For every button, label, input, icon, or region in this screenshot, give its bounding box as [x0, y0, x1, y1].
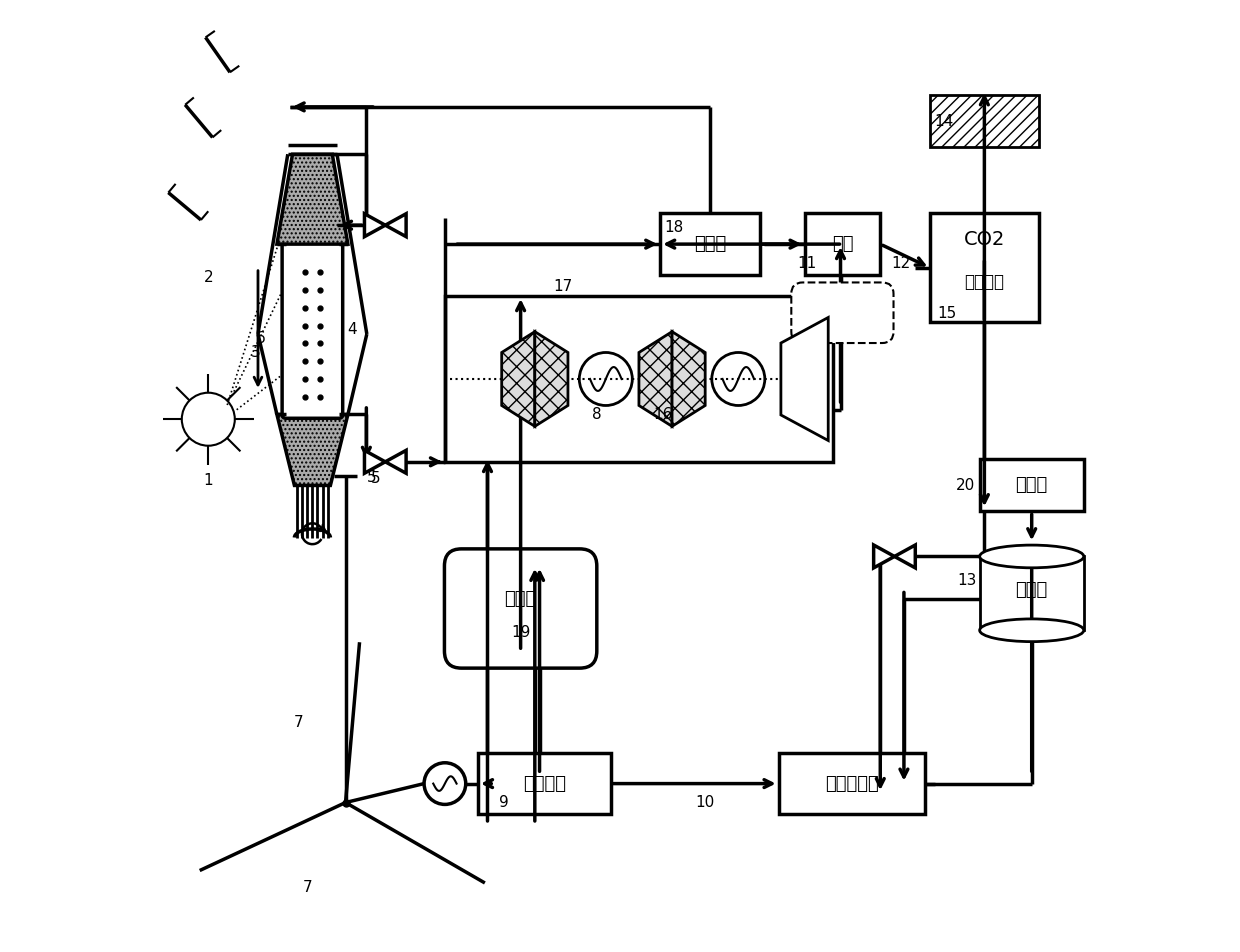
Bar: [445, 296, 833, 462]
Polygon shape: [502, 331, 534, 426]
Bar: [930, 213, 1039, 322]
Polygon shape: [365, 450, 386, 473]
Polygon shape: [534, 331, 568, 426]
Text: 天然气: 天然气: [1016, 476, 1048, 494]
Text: 13: 13: [957, 572, 977, 587]
Text: 5: 5: [367, 470, 377, 486]
Polygon shape: [894, 545, 915, 568]
Text: 储气柜: 储气柜: [1016, 581, 1048, 599]
Text: 2: 2: [203, 269, 213, 285]
Bar: [779, 753, 925, 814]
Bar: [980, 557, 1084, 630]
Polygon shape: [365, 214, 386, 237]
Text: 19: 19: [511, 625, 531, 640]
Text: 燃烧室: 燃烧室: [505, 590, 537, 608]
Ellipse shape: [980, 545, 1084, 567]
Bar: [805, 213, 880, 275]
Text: 合成气制备: 合成气制备: [825, 775, 879, 793]
Text: 16: 16: [653, 407, 672, 422]
Text: 7: 7: [303, 881, 312, 895]
Text: 15: 15: [937, 306, 956, 321]
Polygon shape: [672, 331, 706, 426]
Text: 11: 11: [797, 255, 816, 270]
Text: 回热器: 回热器: [694, 235, 727, 253]
Polygon shape: [639, 331, 672, 426]
Bar: [930, 95, 1039, 148]
Text: 4: 4: [347, 322, 357, 337]
Text: 8: 8: [591, 407, 601, 422]
Polygon shape: [781, 317, 828, 441]
Bar: [660, 213, 760, 275]
Bar: [980, 460, 1084, 511]
Text: 电解制氢: 电解制氢: [523, 775, 565, 793]
Text: 7: 7: [294, 715, 303, 729]
Text: CO2: CO2: [963, 229, 1006, 248]
Text: 12: 12: [892, 255, 910, 270]
FancyBboxPatch shape: [791, 283, 894, 343]
Polygon shape: [277, 414, 348, 486]
FancyBboxPatch shape: [283, 240, 342, 418]
Text: 14: 14: [934, 113, 954, 129]
Polygon shape: [277, 154, 348, 244]
Ellipse shape: [980, 619, 1084, 642]
Text: 6: 6: [255, 331, 265, 347]
Polygon shape: [874, 545, 894, 568]
Text: 汽水分离: 汽水分离: [965, 273, 1004, 291]
FancyBboxPatch shape: [444, 549, 596, 668]
Text: 17: 17: [553, 279, 573, 294]
Text: 5: 5: [371, 471, 381, 486]
Text: 3: 3: [250, 346, 260, 361]
Text: 1: 1: [203, 473, 213, 488]
Text: 20: 20: [956, 478, 975, 493]
Bar: [479, 753, 610, 814]
Text: 9: 9: [498, 795, 508, 810]
Polygon shape: [386, 214, 407, 237]
Text: 10: 10: [696, 795, 714, 810]
Text: 冷凝: 冷凝: [832, 235, 853, 253]
Polygon shape: [386, 450, 407, 473]
Text: 18: 18: [665, 220, 683, 234]
